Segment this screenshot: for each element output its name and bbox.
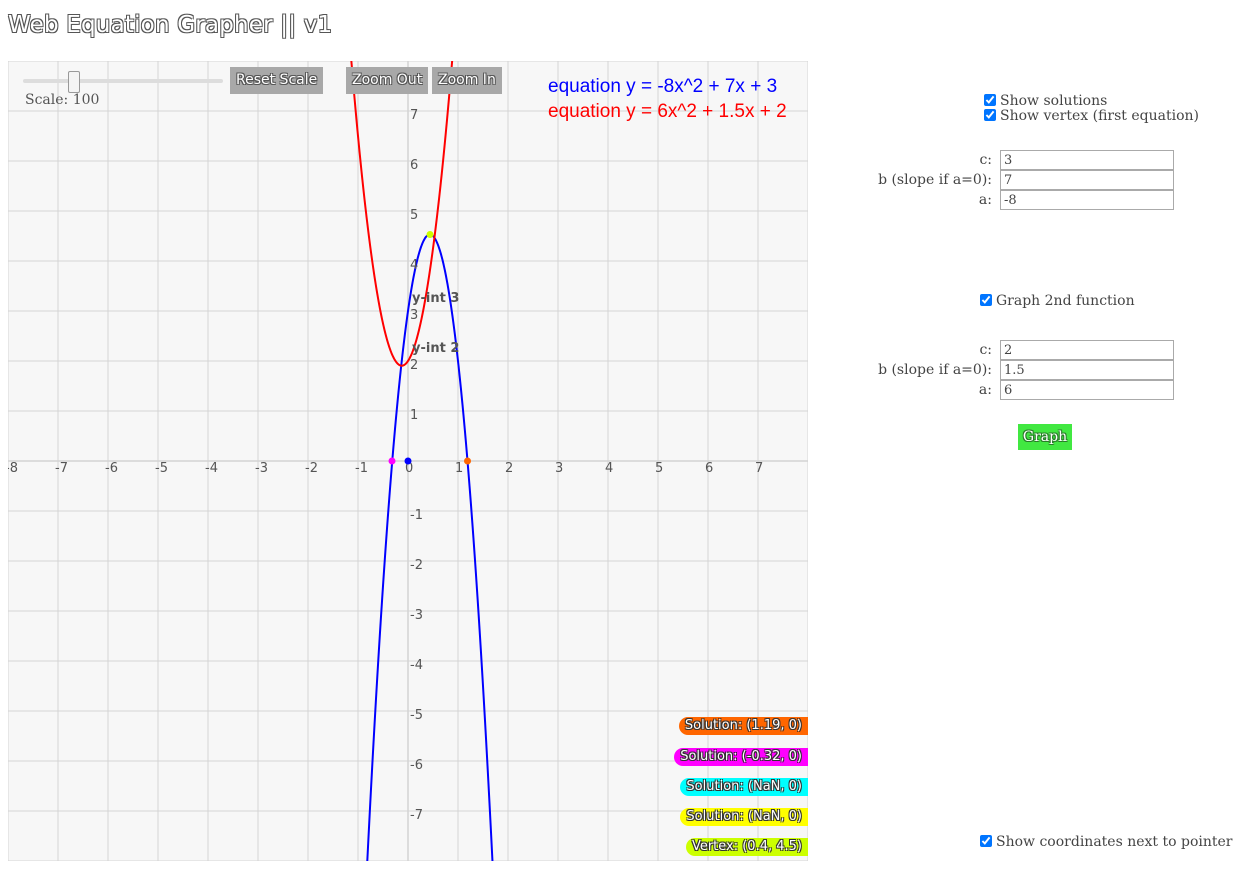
solution-point (405, 458, 412, 465)
show-vertex-label: Show vertex (first equation) (1000, 108, 1199, 124)
y-tick-label: 3 (410, 308, 418, 323)
reset-scale-button[interactable]: Reset Scale (230, 67, 323, 94)
f2-b-label: b (slope if a=0): (878, 362, 992, 378)
f1-a-row: a: (1000, 190, 1172, 210)
graph-2nd-label: Graph 2nd function (996, 293, 1135, 309)
scale-slider-thumb[interactable] (68, 71, 80, 93)
f2-c-input[interactable] (1000, 340, 1174, 360)
equation-label-2: equation y = 6x^2 + 1.5x + 2 (548, 101, 787, 122)
x-tick-label: -3 (255, 461, 268, 476)
graph-button[interactable]: Graph (1018, 424, 1072, 450)
f2-a-label: a: (979, 382, 992, 398)
app-title: Web Equation Grapher || v1 (8, 12, 332, 38)
y-tick-label: 7 (410, 108, 418, 123)
equation-label-1: equation y = -8x^2 + 7x + 3 (548, 76, 777, 97)
solution-badge-2: Solution: (-0.32, 0) (674, 748, 808, 766)
vertex-badge: Vertex: (0.4, 4.5) (686, 838, 808, 856)
solution-badge-3: Solution: (NaN, 0) (680, 778, 808, 796)
zoom-out-button[interactable]: Zoom Out (346, 67, 428, 94)
show-coords-toggle[interactable] (980, 835, 992, 847)
y-tick-label: -4 (410, 658, 423, 673)
solution-point (389, 458, 396, 465)
y-intercept-label-1: y-int 3 (412, 291, 459, 306)
y-tick-label: -5 (410, 708, 423, 723)
solution-badge-1: Solution: (1.19, 0) (679, 717, 808, 735)
x-tick-label: 6 (705, 461, 713, 476)
show-vertex-toggle[interactable] (984, 109, 996, 121)
x-tick-label: 3 (555, 461, 563, 476)
graph-2nd-checkbox[interactable]: Graph 2nd function (980, 293, 1135, 309)
zoom-in-button[interactable]: Zoom In (432, 67, 502, 94)
x-tick-label: -5 (155, 461, 168, 476)
show-coords-checkbox[interactable]: Show coordinates next to pointer (980, 834, 1232, 850)
f1-b-label: b (slope if a=0): (878, 172, 992, 188)
f1-b-row: b (slope if a=0): (1000, 170, 1172, 190)
graph-canvas[interactable]: -8-7-6-5-4-3-2-1012345677654321-1-2-3-4-… (8, 61, 808, 861)
f2-a-input[interactable] (1000, 380, 1174, 400)
f1-a-label: a: (979, 192, 992, 208)
x-tick-label: -4 (205, 461, 218, 476)
f1-a-input[interactable] (1000, 190, 1174, 210)
f1-c-row: c: (1000, 150, 1172, 170)
f2-b-row: b (slope if a=0): (1000, 360, 1172, 380)
y-tick-label: 4 (410, 258, 418, 273)
x-tick-label: -1 (355, 461, 368, 476)
x-tick-label: 1 (455, 461, 463, 476)
y-tick-label: 6 (410, 158, 418, 173)
show-coords-label: Show coordinates next to pointer (996, 834, 1232, 850)
solution-badge-4: Solution: (NaN, 0) (680, 808, 808, 826)
plot-svg: -8-7-6-5-4-3-2-1012345677654321-1-2-3-4-… (8, 61, 808, 861)
show-solutions-checkbox[interactable]: Show solutions (984, 93, 1107, 109)
f2-b-input[interactable] (1000, 360, 1174, 380)
scale-label: Scale: 100 (25, 92, 99, 108)
x-tick-label: 4 (605, 461, 613, 476)
f2-c-label: c: (979, 342, 992, 358)
f1-c-input[interactable] (1000, 150, 1174, 170)
x-tick-label: -7 (55, 461, 68, 476)
solution-point (464, 458, 471, 465)
y-tick-label: 1 (410, 408, 418, 423)
show-solutions-label: Show solutions (1000, 93, 1107, 109)
x-tick-label: 7 (755, 461, 763, 476)
x-tick-label: -8 (8, 461, 18, 476)
y-tick-label: -3 (410, 608, 423, 623)
y-tick-label: -2 (410, 558, 423, 573)
x-tick-label: -2 (305, 461, 318, 476)
y-tick-label: 2 (410, 358, 418, 373)
x-tick-label: -6 (105, 461, 118, 476)
y-intercept-label-2: y-int 2 (412, 341, 459, 356)
show-vertex-checkbox[interactable]: Show vertex (first equation) (984, 108, 1199, 124)
f2-a-row: a: (1000, 380, 1172, 400)
solution-point (427, 231, 434, 238)
scale-slider-track[interactable] (23, 79, 223, 83)
show-solutions-toggle[interactable] (984, 94, 996, 106)
x-tick-label: 2 (505, 461, 513, 476)
y-tick-label: -7 (410, 808, 423, 823)
y-tick-label: 5 (410, 208, 418, 223)
f1-b-input[interactable] (1000, 170, 1174, 190)
x-tick-label: 5 (655, 461, 663, 476)
f2-c-row: c: (1000, 340, 1172, 360)
f1-c-label: c: (979, 152, 992, 168)
graph-2nd-toggle[interactable] (980, 294, 992, 306)
y-tick-label: -1 (410, 508, 423, 523)
y-tick-label: -6 (410, 758, 423, 773)
